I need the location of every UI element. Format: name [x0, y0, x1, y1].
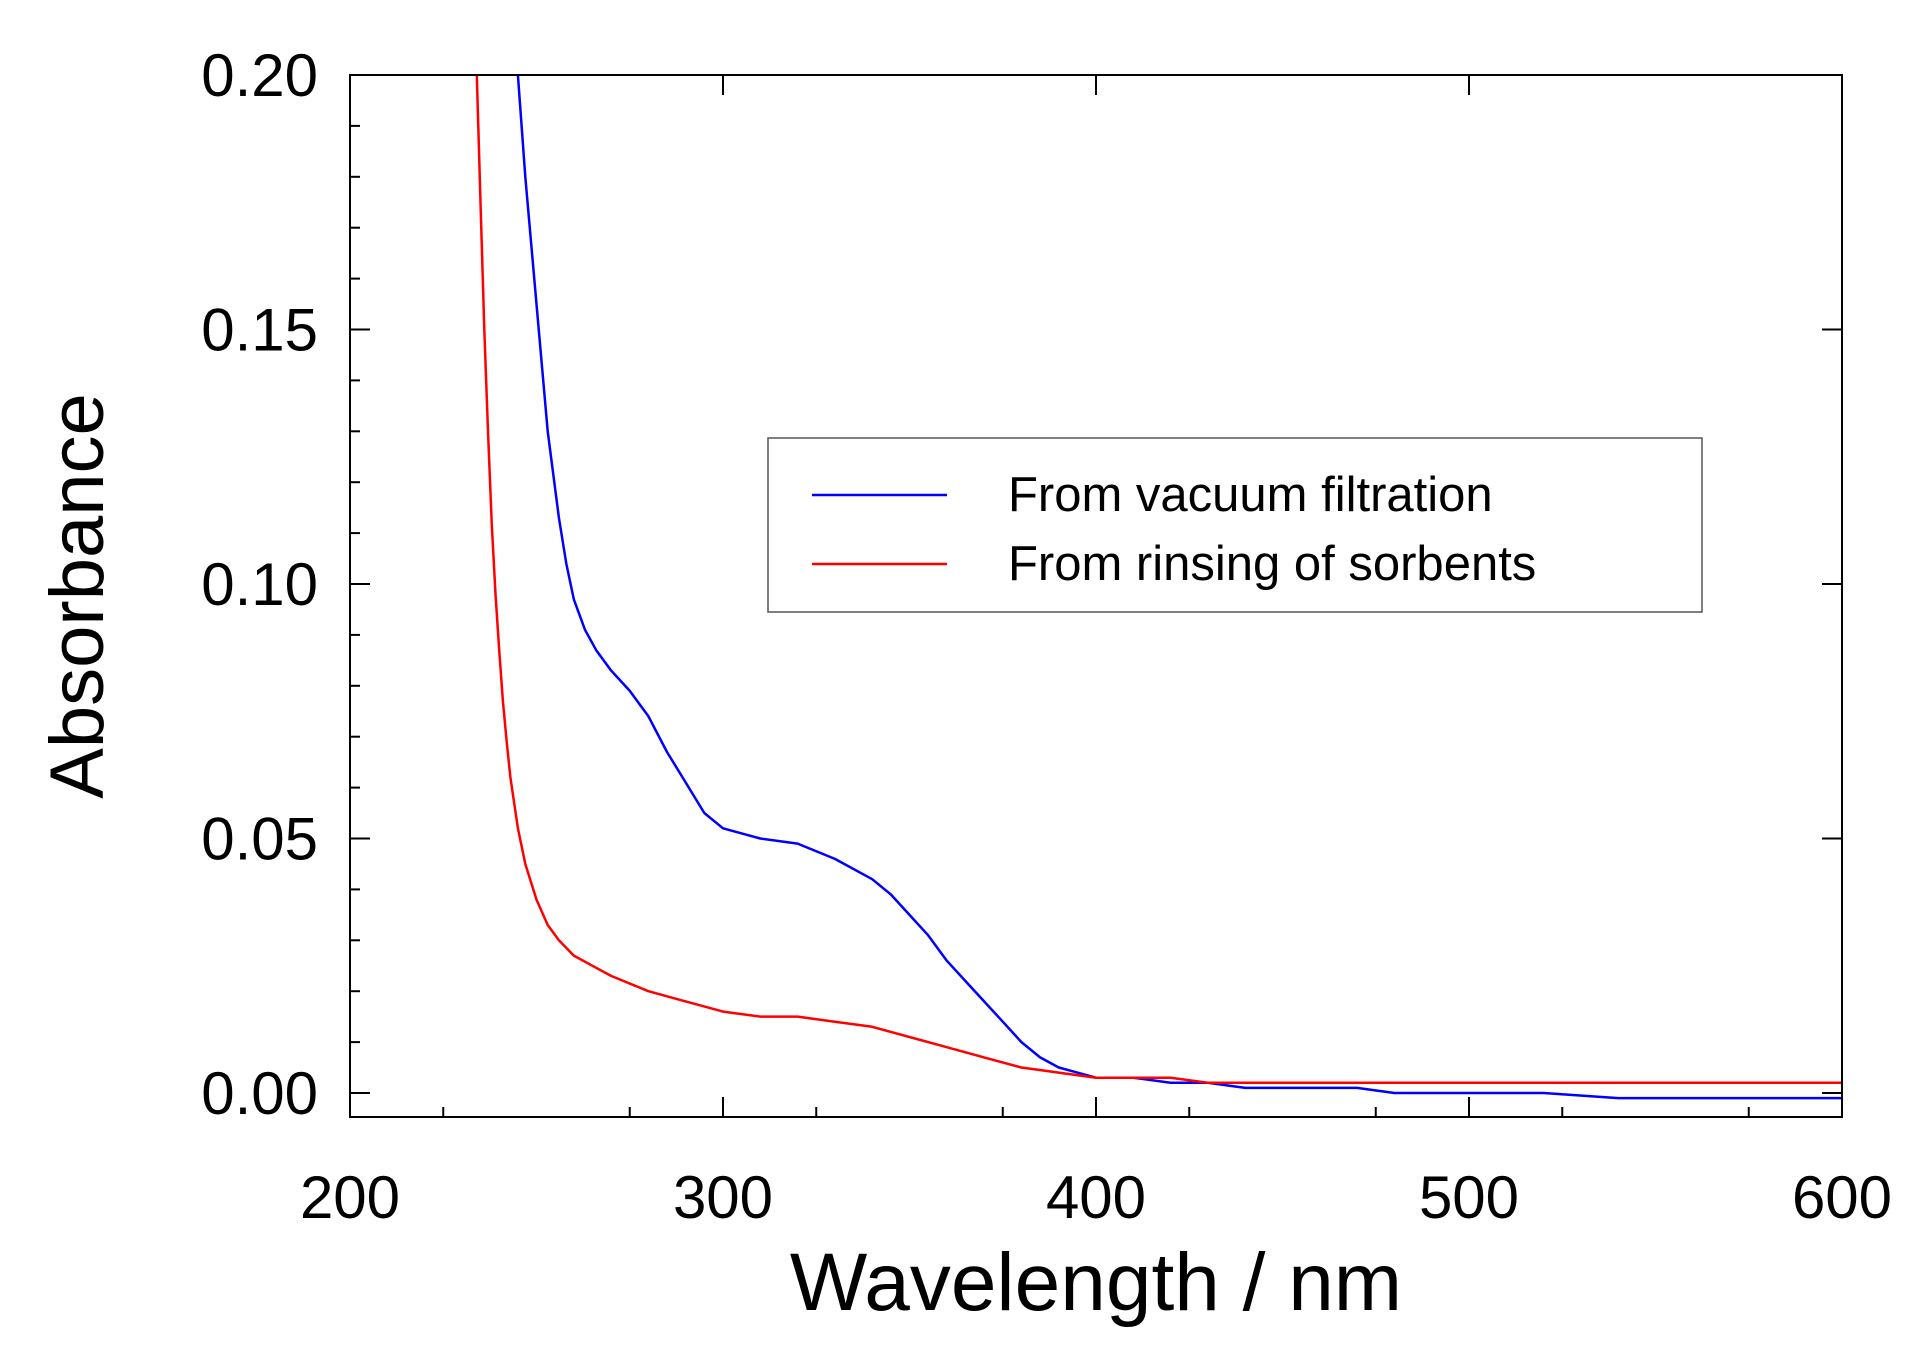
x-tick-label: 200 — [300, 1164, 400, 1231]
y-axis-title: Absorbance — [35, 393, 120, 799]
y-tick-label: 0.00 — [201, 1060, 318, 1127]
y-tick-label: 0.15 — [201, 297, 318, 364]
plot-frame — [349, 74, 1843, 1118]
y-tick-label: 0.10 — [201, 551, 318, 618]
series-line-vacuum-filtration — [516, 74, 1842, 1100]
axis-ticks-layer — [349, 74, 1843, 1117]
x-tick-label: 300 — [673, 1164, 773, 1231]
legend-box — [767, 437, 1703, 613]
legend-label-vacuum-filtration: From vacuum filtration — [1008, 468, 1493, 522]
series-layer — [475, 74, 1842, 1100]
x-tick-label: 400 — [1046, 1164, 1146, 1231]
series-line-rinsing-of-sorbents — [475, 74, 1842, 1085]
legend-label-rinsing-of-sorbents: From rinsing of sorbents — [1008, 537, 1536, 591]
x-axis-title: Wavelength / nm — [790, 1237, 1402, 1328]
y-tick-label: 0.05 — [201, 806, 318, 873]
x-tick-label: 500 — [1419, 1164, 1519, 1231]
y-tick-label: 0.20 — [201, 42, 318, 109]
x-tick-label: 600 — [1792, 1164, 1892, 1231]
tick-labels-layer: 200 300 400 500 600 0.00 0.05 0.10 0.15 0.20 — [201, 42, 1892, 1231]
legend: From vacuum filtration From rinsing of s… — [767, 437, 1703, 613]
